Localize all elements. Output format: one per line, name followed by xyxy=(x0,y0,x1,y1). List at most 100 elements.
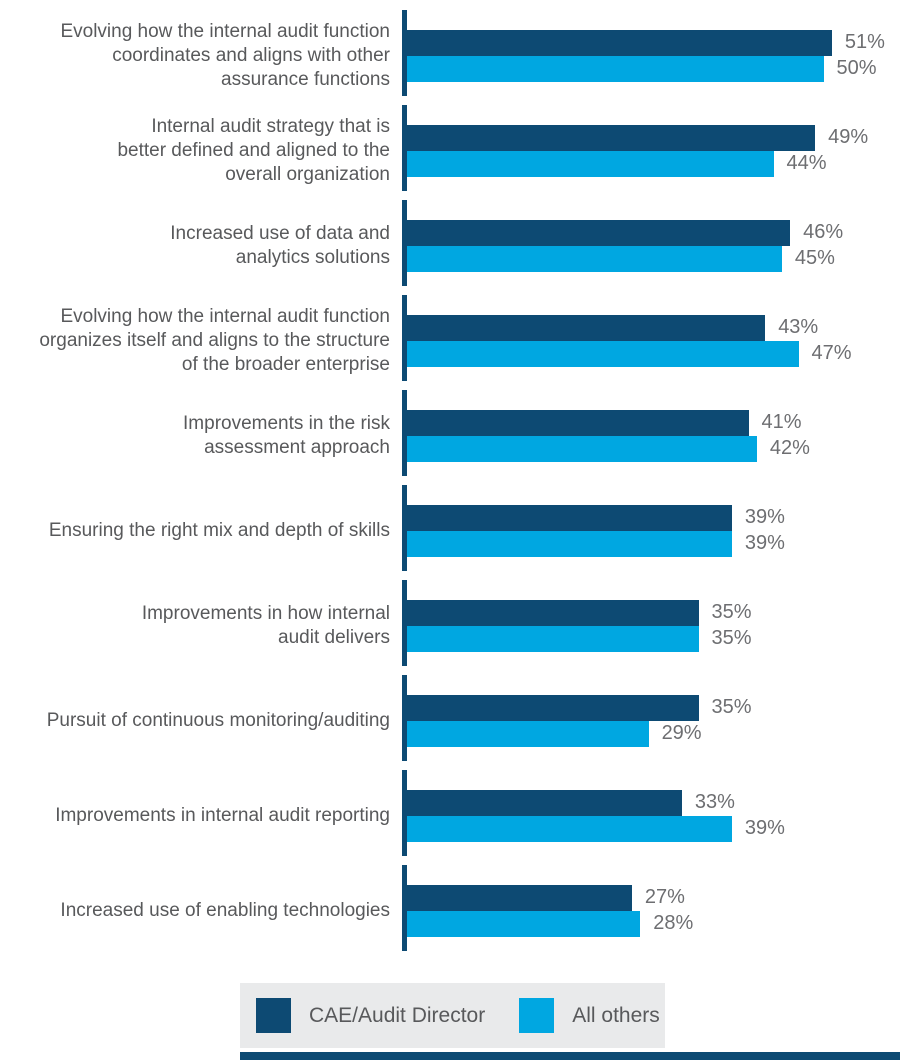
chart-row: Improvements in how internal audit delive… xyxy=(0,578,900,673)
value-label: 46% xyxy=(803,221,844,243)
bar-line: 35% xyxy=(407,625,900,652)
bar-line: 29% xyxy=(407,720,900,747)
bar-all-others xyxy=(407,530,732,557)
bar-line: 33% xyxy=(407,789,900,816)
value-label: 43% xyxy=(778,316,819,338)
bar-line: 49% xyxy=(407,124,900,151)
axis-segment xyxy=(402,200,407,286)
bar-all-others xyxy=(407,720,649,747)
category-label: Evolving how the internal audit function… xyxy=(60,20,390,90)
axis-segment xyxy=(402,675,407,761)
bar-all-others xyxy=(407,815,732,842)
value-label: 35% xyxy=(711,627,752,649)
value-label: 49% xyxy=(828,126,869,148)
axis-segment xyxy=(402,295,407,381)
axis-segment xyxy=(402,770,407,856)
legend-label-cae: CAE/Audit Director xyxy=(309,1003,486,1027)
chart-row: Evolving how the internal audit function… xyxy=(0,293,900,388)
value-label: 50% xyxy=(836,57,877,79)
category-label: Improvements in the risk assessment appro… xyxy=(183,412,390,458)
value-label: 39% xyxy=(744,532,785,554)
bar-all-others xyxy=(407,150,774,177)
bar-group: 46% 45% xyxy=(407,198,900,293)
legend-swatch-cae xyxy=(256,998,291,1033)
value-label: 33% xyxy=(694,791,735,813)
chart-row: Improvements in internal audit reporting… xyxy=(0,768,900,863)
bar-group: 39% 39% xyxy=(407,483,900,578)
bar-cae-audit-director xyxy=(407,29,832,56)
bar-all-others xyxy=(407,245,782,272)
bar-group: 51% 50% xyxy=(407,8,900,103)
value-label: 42% xyxy=(769,437,810,459)
bar-line: 51% xyxy=(407,29,900,56)
bar-all-others xyxy=(407,340,799,367)
bar-group: 49% 44% xyxy=(407,103,900,198)
chart-row: Improvements in the risk assessment appro… xyxy=(0,388,900,483)
chart-row: Increased use of enabling technologies 27… xyxy=(0,863,900,958)
category-label: Improvements in how internal audit delive… xyxy=(141,602,390,648)
chart-row: Internal audit strategy that is better de… xyxy=(0,103,900,198)
axis-segment xyxy=(402,485,407,571)
value-label: 35% xyxy=(711,601,752,623)
chart-row: Increased use of data and analytics solut… xyxy=(0,198,900,293)
bar-cae-audit-director xyxy=(407,694,699,721)
bar-line: 43% xyxy=(407,314,900,341)
bar-line: 44% xyxy=(407,150,900,177)
value-label: 47% xyxy=(811,342,852,364)
legend-swatch-others xyxy=(519,998,555,1033)
value-label: 39% xyxy=(744,506,785,528)
bar-group: 43% 47% xyxy=(407,293,900,388)
axis-segment xyxy=(402,865,407,951)
bar-group: 35% 29% xyxy=(407,673,900,768)
bar-line: 50% xyxy=(407,55,900,82)
legend: CAE/Audit Director All others xyxy=(240,983,665,1048)
chart-row: Pursuit of continuous monitoring/auditin… xyxy=(0,673,900,768)
bar-line: 39% xyxy=(407,815,900,842)
bar-cae-audit-director xyxy=(407,504,732,531)
bar-line: 47% xyxy=(407,340,900,367)
category-label: Increased use of enabling technologies xyxy=(60,899,390,921)
bar-line: 35% xyxy=(407,694,900,721)
value-label: 39% xyxy=(744,817,785,839)
bar-line: 42% xyxy=(407,435,900,462)
value-label: 27% xyxy=(644,886,685,908)
legend-label-others: All others xyxy=(572,1003,660,1027)
bar-all-others xyxy=(407,435,757,462)
bar-line: 41% xyxy=(407,409,900,436)
bar-group: 27% 28% xyxy=(407,863,900,958)
bar-cae-audit-director xyxy=(407,219,791,246)
axis-segment xyxy=(402,10,407,96)
bar-cae-audit-director xyxy=(407,314,766,341)
grouped-bar-chart: Evolving how the internal audit function… xyxy=(0,8,900,958)
bar-all-others xyxy=(407,55,824,82)
bar-line: 45% xyxy=(407,245,900,272)
category-label: Improvements in internal audit reporting xyxy=(55,804,390,826)
bar-all-others xyxy=(407,625,699,652)
value-label: 51% xyxy=(844,31,885,53)
value-label: 45% xyxy=(794,247,835,269)
bar-all-others xyxy=(407,910,641,937)
bar-line: 46% xyxy=(407,219,900,246)
bar-line: 35% xyxy=(407,599,900,626)
footer-rule xyxy=(240,1052,900,1060)
chart-row: Ensuring the right mix and depth of skil… xyxy=(0,483,900,578)
category-label: Pursuit of continuous monitoring/auditin… xyxy=(46,709,390,731)
bar-line: 28% xyxy=(407,910,900,937)
value-label: 28% xyxy=(653,912,694,934)
bar-cae-audit-director xyxy=(407,789,682,816)
value-label: 44% xyxy=(786,152,827,174)
bar-group: 33% 39% xyxy=(407,768,900,863)
category-label: Evolving how the internal audit function… xyxy=(39,305,390,375)
axis-segment xyxy=(402,105,407,191)
bar-group: 41% 42% xyxy=(407,388,900,483)
bar-line: 39% xyxy=(407,530,900,557)
value-label: 29% xyxy=(661,722,702,744)
bar-cae-audit-director xyxy=(407,409,749,436)
axis-segment xyxy=(402,390,407,476)
category-label: Internal audit strategy that is better de… xyxy=(117,115,390,185)
bar-cae-audit-director xyxy=(407,124,816,151)
value-label: 35% xyxy=(711,696,752,718)
bar-group: 35% 35% xyxy=(407,578,900,673)
bar-cae-audit-director xyxy=(407,884,632,911)
